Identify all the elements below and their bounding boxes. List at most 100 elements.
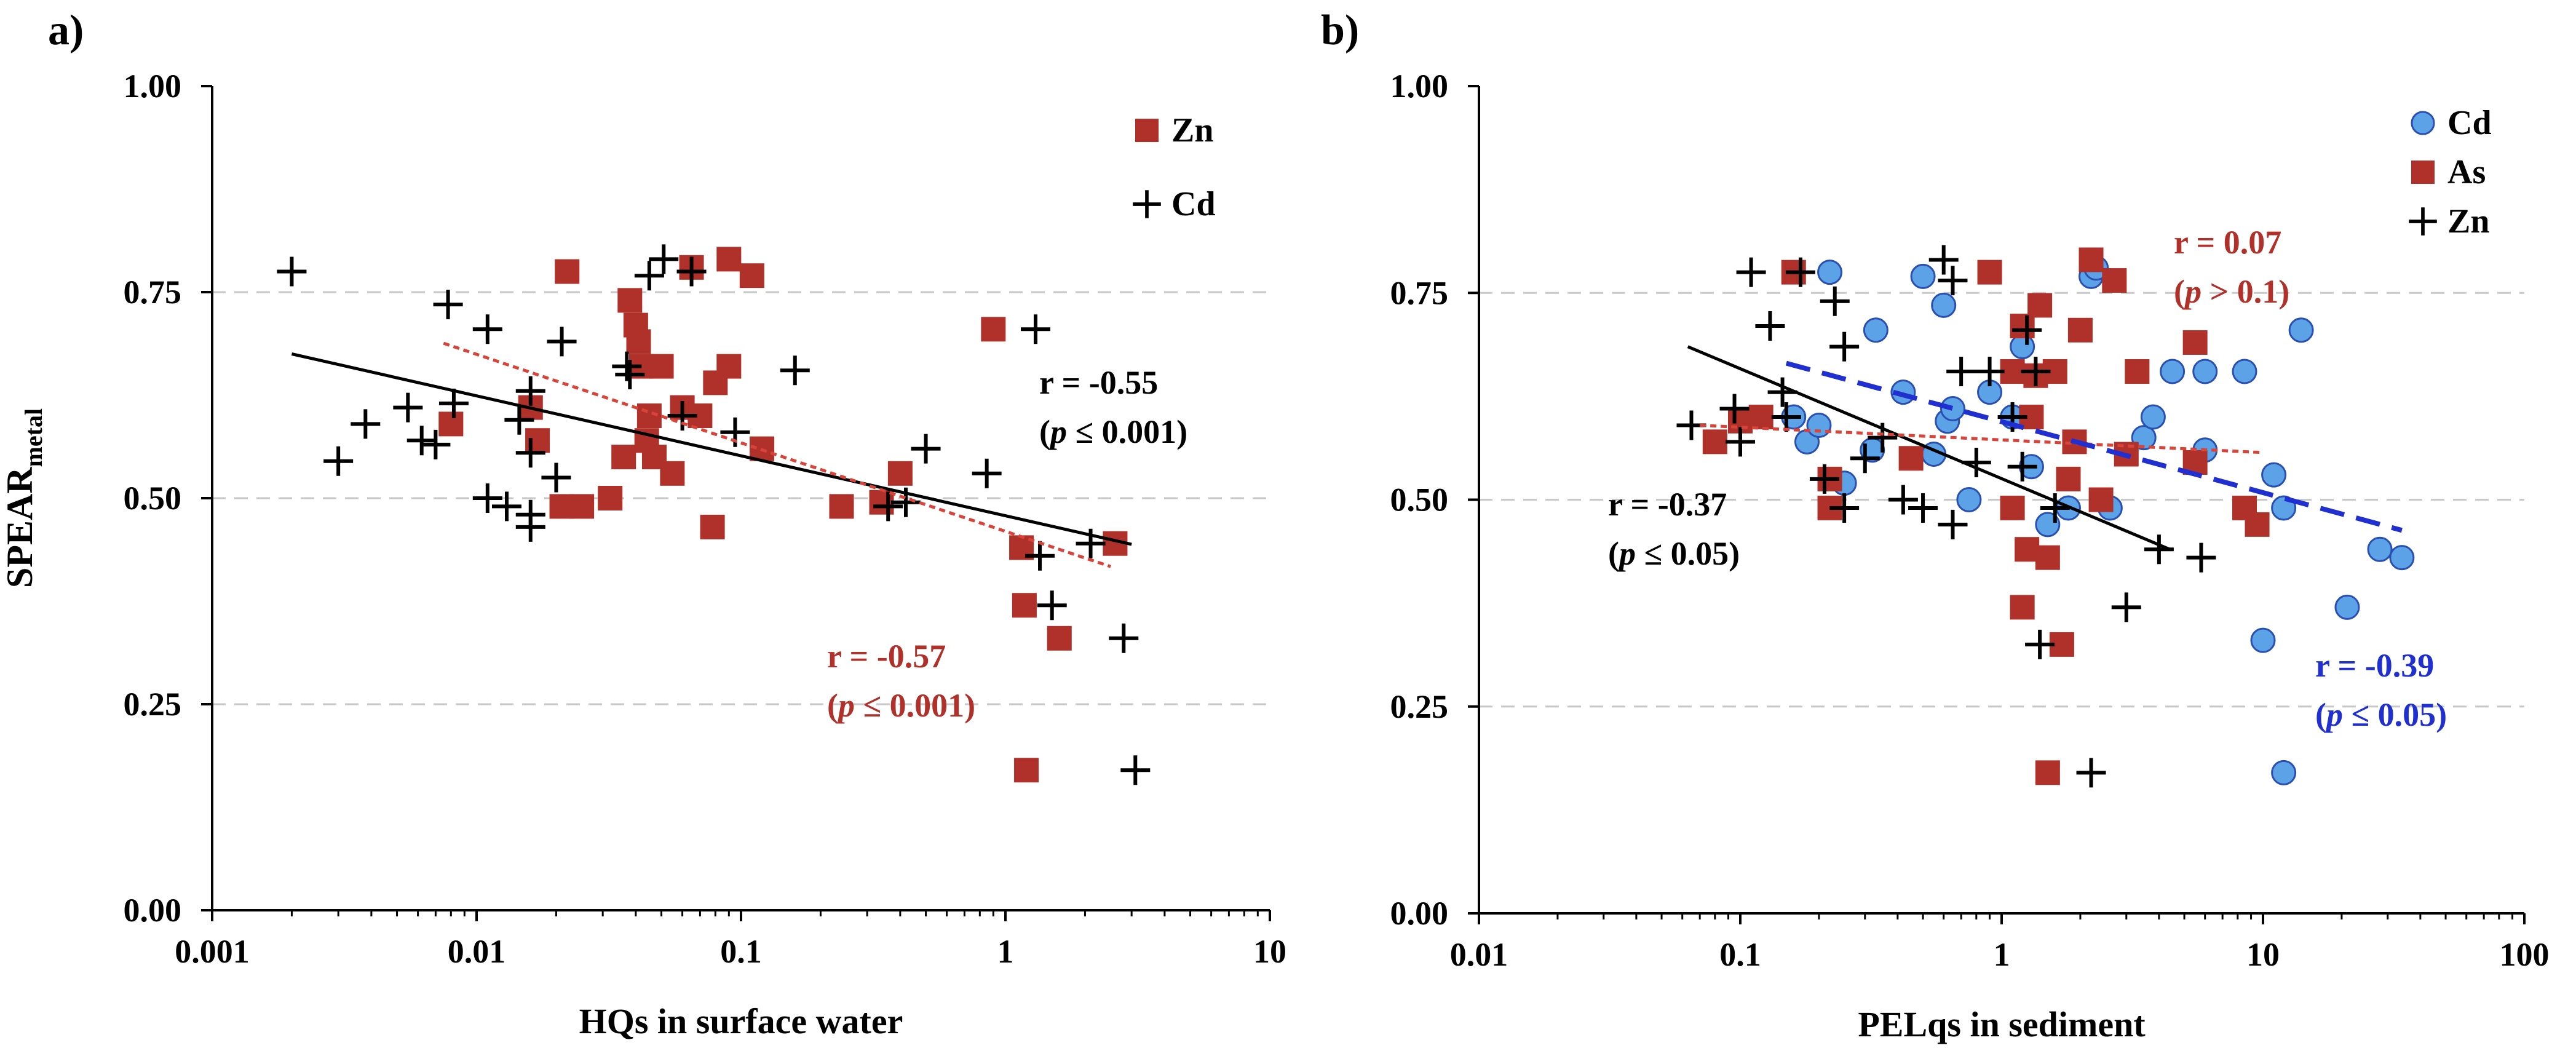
data-point-cd xyxy=(1109,623,1139,653)
annotation-r: r = -0.55 xyxy=(1039,364,1158,401)
annotation-p-symbol: p xyxy=(1048,413,1067,450)
data-point-zn xyxy=(1785,257,1815,287)
data-point-zn xyxy=(2186,542,2216,573)
annotation-r: r = 0.07 xyxy=(2174,224,2281,261)
data-point-as xyxy=(1977,260,2002,285)
data-point-cd xyxy=(515,512,545,542)
data-point-zn xyxy=(1719,394,1750,424)
annotation-p-value: ≤ 0.001) xyxy=(1067,413,1187,450)
x-tick-label: 0.1 xyxy=(720,933,762,970)
fit-line-zn-fit xyxy=(443,341,1111,568)
data-point-zn xyxy=(1946,357,1976,387)
data-point-cd xyxy=(515,376,545,406)
data-point-zn xyxy=(2021,357,2051,387)
data-point-zn xyxy=(649,354,674,379)
annotation-p-symbol: p xyxy=(1617,535,1636,572)
data-point-cd xyxy=(2367,536,2393,562)
data-point-zn xyxy=(739,263,764,288)
data-point-as xyxy=(2035,760,2060,785)
data-point-cd xyxy=(972,458,1002,488)
data-point-zn xyxy=(611,445,636,469)
data-point-as xyxy=(2125,359,2150,384)
x-tick-label: 1 xyxy=(997,933,1014,970)
annotation-p-open: ( xyxy=(2315,696,2326,733)
data-point-zn xyxy=(1047,625,1072,651)
data-point-as xyxy=(2245,512,2270,537)
x-tick-label: 10 xyxy=(2246,936,2280,973)
data-point-cd xyxy=(433,290,463,320)
data-point-cd xyxy=(1037,590,1067,621)
y-axis-label-sub: metal xyxy=(20,408,47,467)
data-point-zn xyxy=(1809,464,1839,494)
data-point-as xyxy=(2027,293,2053,318)
data-point-cd xyxy=(2288,317,2314,343)
data-point-cd xyxy=(504,405,534,435)
data-point-cd xyxy=(2261,462,2287,488)
data-point-cd xyxy=(634,261,664,291)
data-point-zn xyxy=(1938,509,1968,539)
y-tick-label: 1.00 xyxy=(124,68,182,105)
x-tick-label: 0.01 xyxy=(1450,936,1508,973)
data-point-zn xyxy=(1755,311,1785,341)
data-point-zn xyxy=(1014,758,1039,783)
legend-marker-as xyxy=(2411,161,2435,184)
data-point-cd xyxy=(393,392,423,423)
data-point-zn xyxy=(1736,257,1766,287)
data-point-cd xyxy=(1940,396,1965,422)
data-point-zn xyxy=(2012,315,2042,345)
data-point-zn xyxy=(2040,493,2070,523)
data-point-zn xyxy=(1726,427,1755,457)
data-point-cd xyxy=(2250,627,2276,653)
data-point-cd xyxy=(1806,412,1832,438)
data-point-cd xyxy=(2192,359,2218,384)
y-tick-label: 0.75 xyxy=(1390,274,1449,311)
annotation-p-value: ≤ 0.05) xyxy=(1636,535,1740,572)
data-point-cd xyxy=(911,434,941,464)
y-axis-label: SPEARmetal xyxy=(0,408,47,588)
data-point-zn xyxy=(829,494,854,519)
data-point-as xyxy=(2102,268,2127,293)
data-point-as xyxy=(2182,330,2208,355)
data-point-zn xyxy=(1928,245,1959,275)
data-point-cd xyxy=(667,401,697,431)
annotation-p-value: > 0.1) xyxy=(2201,273,2289,310)
data-point-cd xyxy=(547,327,577,357)
legend-label-as: As xyxy=(2447,153,2486,191)
fit-line-cd-fit xyxy=(291,352,1132,546)
data-point-zn xyxy=(438,411,464,437)
data-point-as xyxy=(2010,595,2035,620)
data-point-cd xyxy=(2389,545,2415,571)
data-point-as xyxy=(1898,446,1924,471)
annotation-p-open: ( xyxy=(827,687,838,724)
data-point-cd xyxy=(1931,292,1957,318)
data-point-zn xyxy=(598,486,623,510)
legend-label-cd: Cd xyxy=(2447,104,2492,142)
data-point-zn xyxy=(1012,593,1037,618)
annotation-p-open: ( xyxy=(1608,535,1619,572)
annotation-p-symbol: p xyxy=(2182,273,2201,310)
data-point-as xyxy=(2015,537,2040,562)
data-point-zn xyxy=(1888,485,1918,515)
legend-label-cd: Cd xyxy=(1171,185,1216,223)
data-point-cd xyxy=(2334,594,2360,620)
y-tick-label: 0.75 xyxy=(124,274,182,311)
data-point-cd xyxy=(472,483,502,513)
legend-marker-cd xyxy=(1133,190,1161,218)
data-point-cd xyxy=(1021,314,1050,344)
data-point-cd xyxy=(2140,404,2166,430)
data-point-zn xyxy=(636,403,662,428)
y-tick-label: 1.00 xyxy=(1390,68,1449,105)
data-point-zn xyxy=(716,247,742,272)
data-point-cd xyxy=(615,360,645,389)
data-point-zn xyxy=(1820,286,1850,316)
annotation-r: r = -0.37 xyxy=(1608,486,1727,523)
data-point-zn xyxy=(617,288,643,313)
data-point-cd xyxy=(720,417,750,447)
data-point-zn xyxy=(1829,332,1860,362)
x-axis-label: PELqs in sediment xyxy=(1858,1004,2146,1044)
data-point-cd xyxy=(515,438,545,468)
data-point-zn xyxy=(981,317,1006,342)
legend-marker-zn xyxy=(2409,207,2437,236)
legend-marker-cd xyxy=(2411,111,2435,135)
